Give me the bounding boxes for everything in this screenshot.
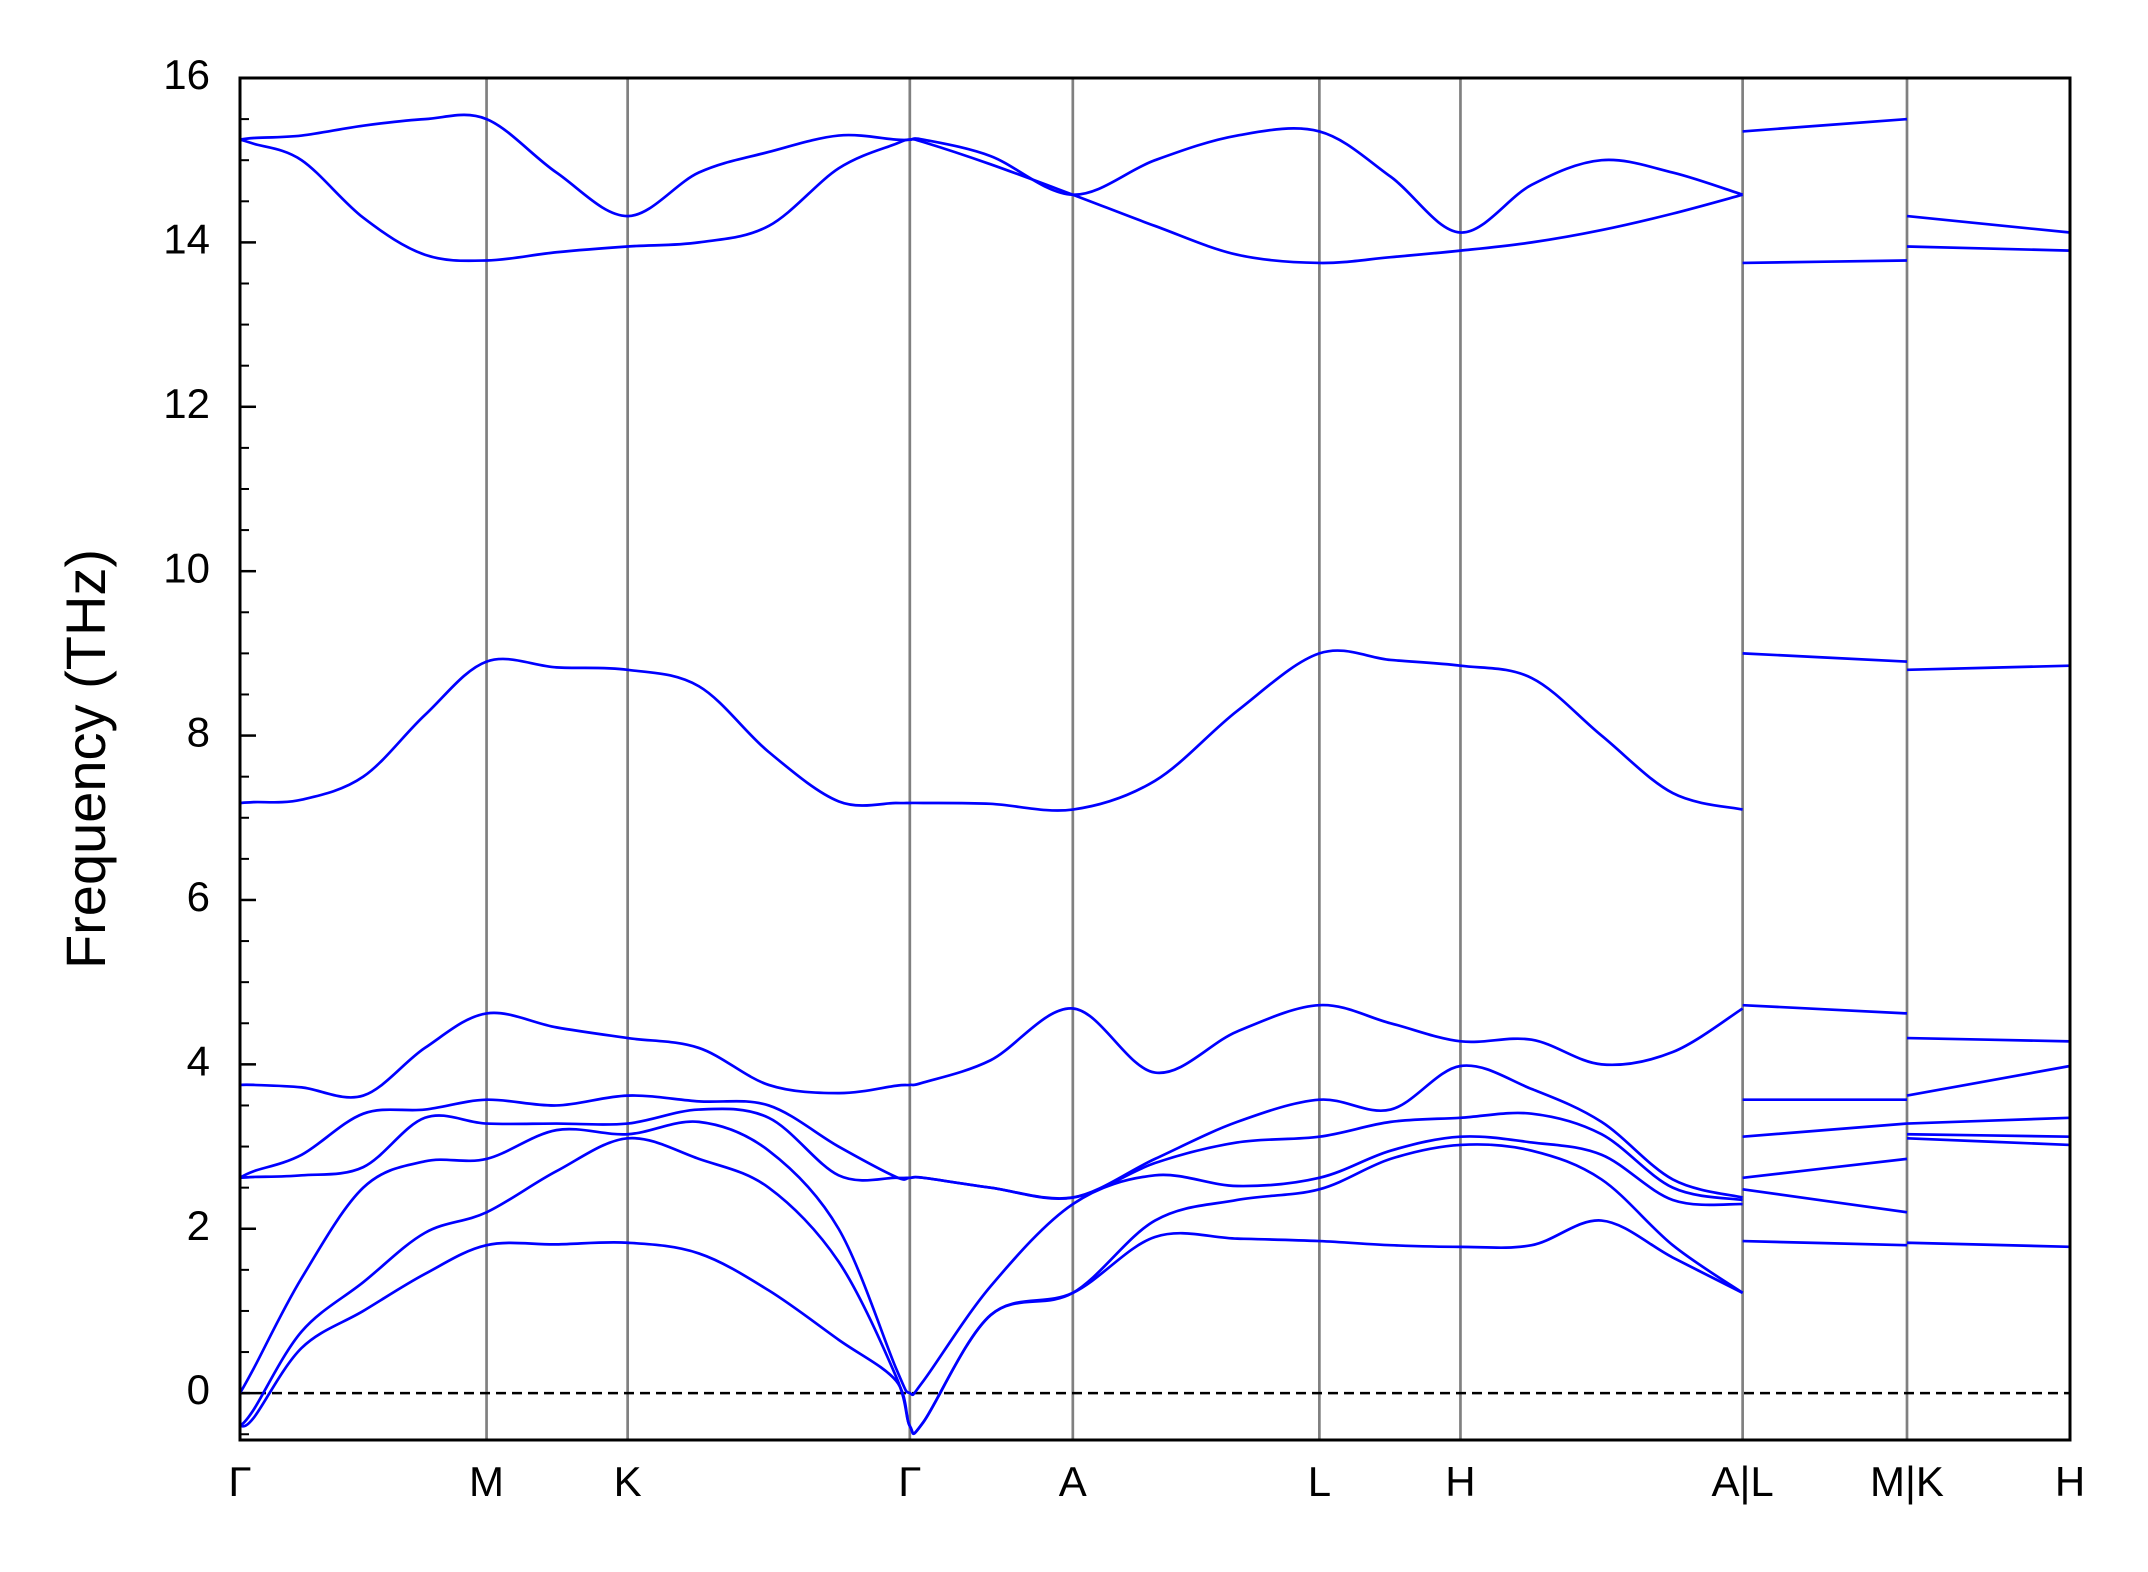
band-line xyxy=(239,1064,2071,1200)
band-line xyxy=(239,1219,2071,1435)
band-line xyxy=(239,649,2071,812)
x-tick-label: M xyxy=(469,1458,504,1505)
x-tick-label: Γ xyxy=(898,1458,921,1505)
band-line xyxy=(239,1003,2071,1099)
band-line xyxy=(239,137,2071,265)
band-line xyxy=(239,113,2071,234)
y-tick-label: 0 xyxy=(187,1366,210,1413)
y-tick-label: 14 xyxy=(163,215,210,262)
y-tick-label: 8 xyxy=(187,709,210,756)
x-tick-label: K xyxy=(614,1458,642,1505)
y-tick-label: 2 xyxy=(187,1202,210,1249)
x-tick-label: Γ xyxy=(228,1458,251,1505)
x-tick-label: H xyxy=(1445,1458,1475,1505)
plot-frame xyxy=(238,76,2072,1442)
y-tick-label: 16 xyxy=(163,51,210,98)
x-tick-label: A xyxy=(1059,1458,1087,1505)
band-line xyxy=(238,1136,2071,1436)
x-tick-label: M|K xyxy=(1870,1458,1944,1505)
x-tick-label: H xyxy=(2055,1458,2085,1505)
band-line xyxy=(239,1107,2071,1202)
x-tick-label: A|L xyxy=(1711,1458,1773,1505)
y-tick-label: 6 xyxy=(187,873,210,920)
x-tick-label: L xyxy=(1308,1458,1331,1505)
y-tick-label: 4 xyxy=(187,1037,210,1084)
y-axis-label: Frequency (THz) xyxy=(54,549,117,969)
band-line xyxy=(238,1120,2071,1397)
y-tick-label: 12 xyxy=(163,380,210,427)
y-tick-label: 10 xyxy=(163,544,210,591)
